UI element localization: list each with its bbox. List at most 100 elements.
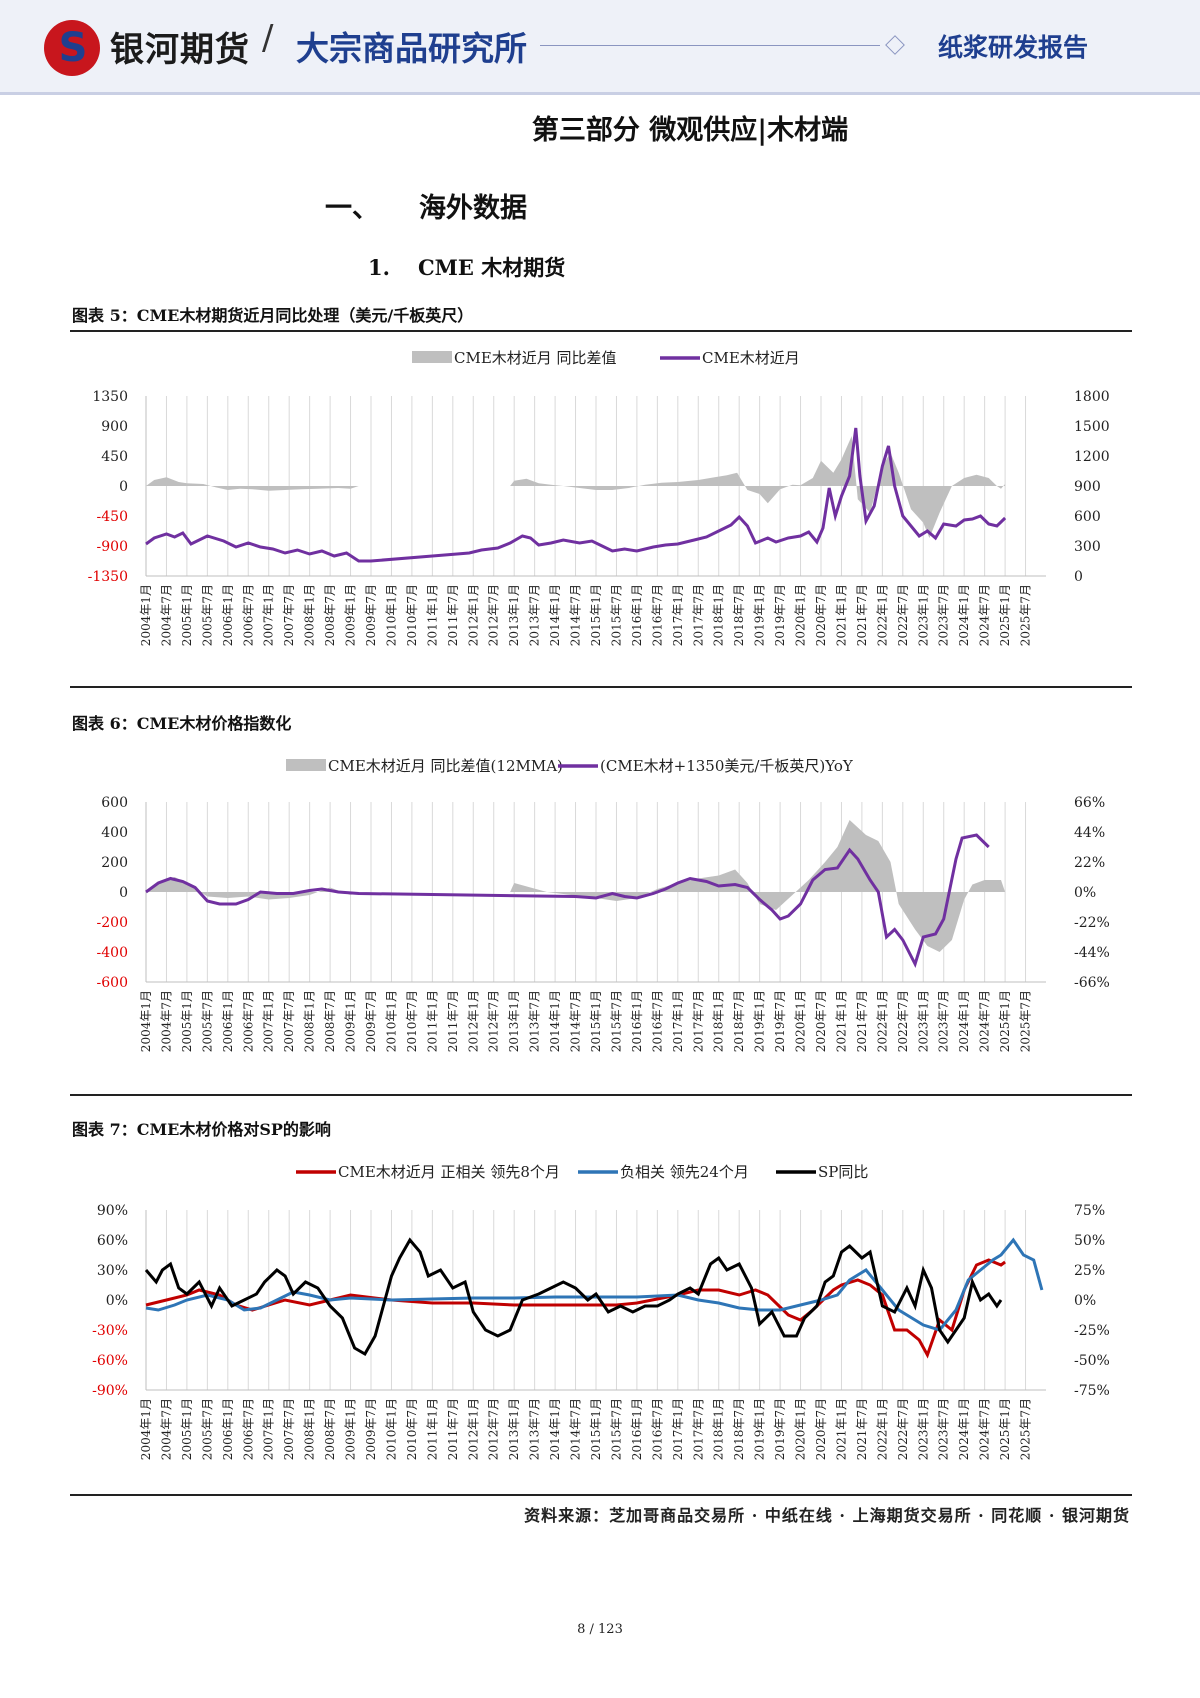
y-tick-left: 900	[101, 419, 128, 435]
x-tick-label: 2006年1月	[221, 1398, 235, 1460]
x-tick-label: 2011年1月	[425, 584, 439, 646]
y-tick-right: 0	[1074, 569, 1083, 585]
x-tick-label: 2016年7月	[650, 990, 664, 1052]
x-tick-label: 2025年1月	[998, 584, 1012, 646]
x-tick-label: 2004年1月	[139, 584, 153, 646]
x-tick-label: 2008年7月	[323, 584, 337, 646]
x-tick-label: 2022年1月	[875, 584, 889, 646]
x-tick-label: 2011年7月	[446, 1398, 460, 1460]
subsection-number: 1.	[368, 255, 390, 280]
x-tick-label: 2019年1月	[753, 584, 767, 646]
y-tick-left: 600	[101, 795, 128, 811]
x-tick-label: 2012年7月	[487, 1398, 501, 1460]
x-tick-label: 2018年1月	[712, 990, 726, 1052]
y-tick-right: 50%	[1074, 1233, 1105, 1249]
y-tick-left: 90%	[97, 1203, 128, 1219]
x-tick-label: 2013年1月	[507, 1398, 521, 1460]
x-tick-label: 2020年7月	[814, 1398, 828, 1460]
y-tick-left: 60%	[97, 1233, 128, 1249]
x-tick-label: 2015年1月	[589, 990, 603, 1052]
x-tick-label: 2015年1月	[589, 1398, 603, 1460]
section-heading: 一、 海外数据	[325, 186, 527, 225]
logo-icon	[44, 20, 100, 76]
y-tick-left: 1350	[92, 389, 128, 405]
subsection-heading: 1. CME 木材期货	[368, 252, 565, 282]
x-tick-label: 2023年1月	[916, 990, 930, 1052]
y-tick-right: 1500	[1074, 419, 1110, 435]
series-line-negative-lead-24	[145, 1237, 1044, 1332]
x-tick-label: 2025年7月	[1019, 1398, 1033, 1460]
x-tick-label: 2024年1月	[957, 1398, 971, 1460]
figure-5-title: 图表 5：CME木材期货近月同比处理（美元/千板英尺）	[72, 306, 474, 325]
figure-5-top-rule	[70, 330, 1132, 332]
y-tick-right: 66%	[1074, 795, 1105, 811]
figure-5-bottom-rule	[70, 686, 1132, 688]
x-tick-label: 2010年7月	[405, 990, 419, 1052]
x-tick-label: 2022年1月	[875, 1398, 889, 1460]
x-tick-label: 2019年7月	[773, 584, 787, 646]
report-type: 纸浆研发报告	[938, 33, 1089, 62]
y-tick-left: -200	[97, 915, 128, 931]
x-tick-label: 2017年7月	[691, 584, 705, 646]
x-tick-label: 2010年1月	[384, 990, 398, 1052]
legend-label: CME木材近月 同比差值(12MMA)	[328, 757, 563, 775]
legend-swatch	[412, 351, 452, 363]
figure-6-title: 图表 6：CME木材价格指数化	[72, 714, 292, 733]
x-tick-label: 2021年1月	[834, 1398, 848, 1460]
x-tick-label: 2008年1月	[303, 1398, 317, 1460]
logo-mark: S	[58, 25, 88, 71]
x-tick-label: 2020年1月	[794, 584, 808, 646]
x-tick-label: 2022年1月	[875, 990, 889, 1052]
series-line-cme-lumber	[145, 427, 1007, 563]
legend-label: CME木材近月 正相关 领先8个月	[338, 1163, 560, 1181]
x-tick-label: 2007年7月	[282, 1398, 296, 1460]
x-tick-label: 2004年7月	[159, 584, 173, 646]
y-tick-left: -60%	[92, 1353, 128, 1369]
y-tick-left: -90%	[92, 1383, 128, 1399]
x-tick-label: 2018年7月	[732, 1398, 746, 1460]
x-tick-label: 2004年1月	[139, 990, 153, 1052]
x-tick-label: 2021年1月	[834, 990, 848, 1052]
x-tick-label: 2025年7月	[1019, 584, 1033, 646]
x-tick-label: 2005年1月	[180, 1398, 194, 1460]
series-area-yoy-diff	[146, 436, 1006, 538]
x-tick-label: 2017年1月	[671, 1398, 685, 1460]
x-tick-label: 2016年1月	[630, 584, 644, 646]
x-tick-label: 2013年7月	[528, 584, 542, 646]
x-tick-label: 2007年1月	[262, 990, 276, 1052]
legend-label: 负相关 领先24个月	[620, 1163, 749, 1181]
x-tick-label: 2007年7月	[282, 990, 296, 1052]
figure-7-title: 图表 7：CME木材价格对SP的影响	[72, 1120, 331, 1139]
x-tick-label: 2005年7月	[200, 990, 214, 1052]
y-tick-right: 22%	[1074, 855, 1105, 871]
x-tick-label: 2012年7月	[487, 584, 501, 646]
x-tick-label: 2005年1月	[180, 584, 194, 646]
x-tick-label: 2006年7月	[241, 1398, 255, 1460]
x-tick-label: 2008年7月	[323, 1398, 337, 1460]
y-tick-right: 75%	[1074, 1203, 1105, 1219]
x-tick-label: 2009年1月	[344, 1398, 358, 1460]
x-tick-label: 2014年1月	[548, 584, 562, 646]
y-tick-right: 1800	[1074, 389, 1110, 405]
x-tick-label: 2005年7月	[200, 1398, 214, 1460]
x-tick-label: 2006年7月	[241, 990, 255, 1052]
legend-label: SP同比	[818, 1163, 868, 1181]
x-tick-label: 2020年7月	[814, 990, 828, 1052]
x-tick-label: 2014年1月	[548, 990, 562, 1052]
x-tick-label: 2023年7月	[937, 584, 951, 646]
y-tick-right: -25%	[1074, 1323, 1110, 1339]
y-tick-right: 600	[1074, 509, 1101, 525]
x-tick-label: 2012年1月	[466, 990, 480, 1052]
x-tick-label: 2011年1月	[425, 1398, 439, 1460]
chart-7: 90% 60% 30% 0% -30% -60% -90% 75% 50% 25% 0% -25% -5…	[92, 1163, 1110, 1460]
x-tick-label: 2011年7月	[446, 584, 460, 646]
x-tick-label: 2009年7月	[364, 584, 378, 646]
x-tick-label: 2023年1月	[916, 584, 930, 646]
y-tick-left: 0	[119, 885, 128, 901]
x-tick-label: 2011年1月	[425, 990, 439, 1052]
figure-7-bottom-rule	[70, 1494, 1132, 1496]
x-tick-label: 2021年7月	[855, 584, 869, 646]
y-tick-right: 44%	[1074, 825, 1105, 841]
y-tick-left: 30%	[97, 1263, 128, 1279]
part-title: 第三部分 微观供应|木材端	[531, 115, 849, 146]
